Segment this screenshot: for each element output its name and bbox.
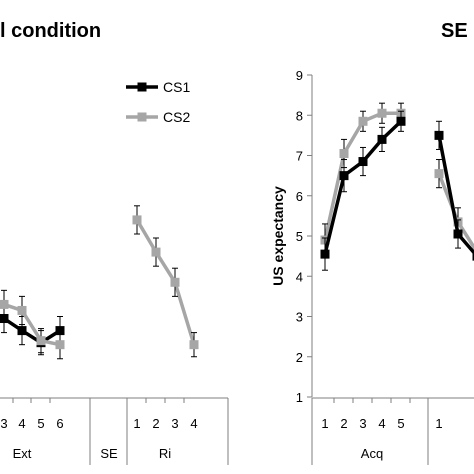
data-point-cs2: [434, 169, 444, 179]
series-line-cs2: [437, 172, 474, 251]
group-label-se: SE: [100, 446, 118, 461]
data-point-cs2: [55, 340, 65, 350]
x-tick-label: 3: [171, 416, 178, 431]
x-tick-label: 4: [190, 416, 197, 431]
series-line-cs2: [135, 219, 196, 346]
right-panel-title: SE c: [441, 20, 474, 42]
group-label-acq: Acq: [361, 446, 383, 461]
y-tick-label: 9: [296, 68, 303, 83]
x-tick-label: 5: [397, 416, 404, 431]
data-point-cs1: [472, 251, 474, 261]
y-tick-label: 2: [296, 350, 303, 365]
data-point-cs2: [377, 108, 387, 118]
group-label-ri: Ri: [159, 446, 171, 461]
x-tick-label: 5: [37, 416, 44, 431]
y-tick-label: 3: [296, 310, 303, 325]
x-tick-label: 1: [133, 416, 140, 431]
x-tick-label: 1: [435, 416, 442, 431]
group-label-ext: Ext: [13, 446, 32, 461]
x-tick-label: 1: [321, 416, 328, 431]
y-axis-label: US expectancy: [270, 186, 286, 286]
data-point-cs1: [339, 171, 349, 181]
x-tick-label: 3: [0, 416, 7, 431]
data-point-cs2: [358, 116, 368, 126]
y-tick-label: 4: [296, 269, 303, 284]
y-tick-label: 5: [296, 229, 303, 244]
y-tick-label: 1: [296, 390, 303, 405]
x-tick-label: 4: [18, 416, 25, 431]
data-point-cs1: [358, 157, 368, 167]
data-point-cs1: [17, 326, 27, 336]
series-line-cs2: [0, 302, 61, 347]
data-point-cs2: [132, 215, 142, 225]
legend-label-cs2: CS2: [163, 109, 190, 125]
x-tick-label: 2: [340, 416, 347, 431]
x-tick-label: 3: [359, 416, 366, 431]
legend-label-cs1: CS1: [163, 79, 190, 95]
y-tick-label: 6: [296, 189, 303, 204]
data-point-cs1: [320, 249, 330, 259]
left-panel-title: l condition: [0, 20, 101, 42]
data-point-cs2: [339, 148, 349, 158]
data-point-cs1: [377, 134, 387, 144]
y-tick-label: 7: [296, 149, 303, 164]
data-point-cs2: [17, 305, 27, 315]
data-point-cs1: [453, 229, 463, 239]
data-point-cs2: [0, 299, 9, 309]
data-point-cs2: [151, 247, 161, 257]
data-point-cs1: [396, 116, 406, 126]
y-tick-label: 8: [296, 108, 303, 123]
data-point-cs2: [189, 340, 199, 350]
data-point-cs2: [36, 336, 46, 346]
x-tick-label: 6: [56, 416, 63, 431]
x-tick-label: 2: [152, 416, 159, 431]
legend-marker-cs2: [137, 112, 147, 122]
data-point-cs1: [434, 130, 444, 140]
data-point-cs2: [170, 277, 180, 287]
legend-marker-cs1: [137, 82, 147, 92]
x-tick-label: 4: [378, 416, 385, 431]
